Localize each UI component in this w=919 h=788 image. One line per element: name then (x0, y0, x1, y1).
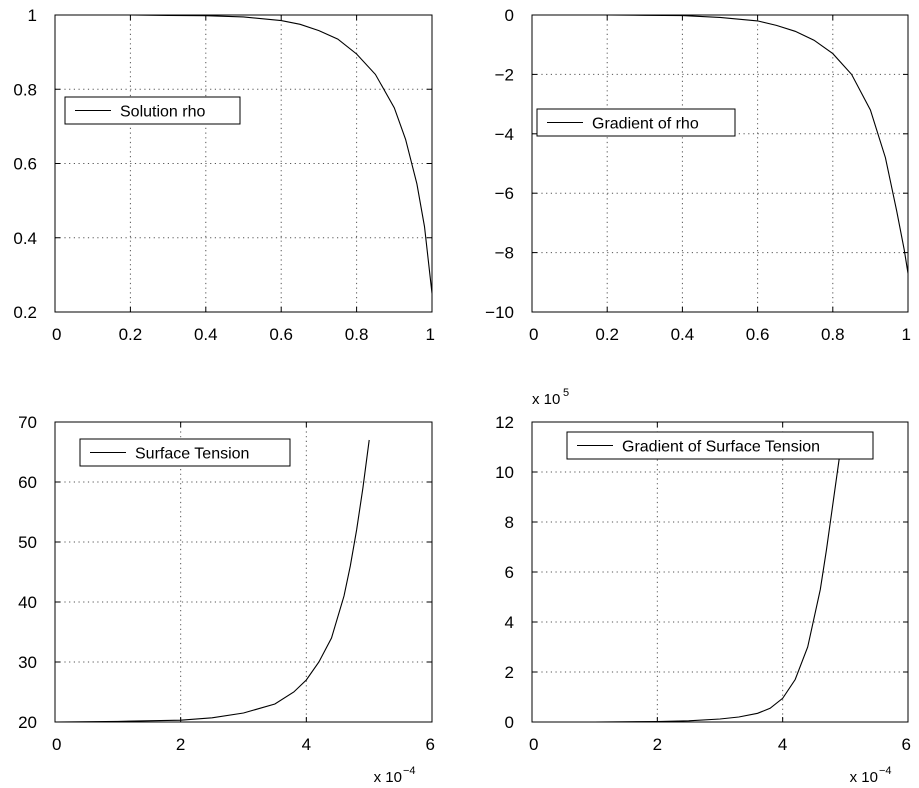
axes-frame (54, 421, 433, 723)
series-line (55, 14, 433, 294)
x-tick-label: 2 (653, 735, 662, 754)
y-tick-label: 70 (18, 413, 37, 432)
axes-frame (531, 14, 909, 313)
y-tick-label: 1 (28, 6, 37, 25)
x-axis-multiplier: x 10 (374, 769, 402, 786)
x-tick-label: 0.6 (269, 325, 293, 344)
y-tick-label: 0.8 (13, 80, 37, 99)
y-tick-label: 12 (495, 413, 514, 432)
x-axis-multiplier-exponent: −4 (403, 765, 416, 777)
legend-label: Surface Tension (135, 446, 249, 463)
y-tick-label: 8 (505, 513, 514, 532)
x-tick-label: 2 (176, 735, 185, 754)
y-tick-label: 10 (495, 463, 514, 482)
y-axis-multiplier-exponent: 5 (563, 387, 569, 399)
y-tick-label: −6 (495, 184, 514, 203)
x-tick-label: 6 (902, 735, 911, 754)
x-tick-label: 6 (426, 735, 435, 754)
legend-label: Solution rho (120, 104, 205, 121)
series-line (532, 14, 909, 274)
series-line (54, 439, 370, 723)
y-tick-label: −2 (495, 65, 514, 84)
y-tick-label: 60 (18, 473, 37, 492)
chart-panel-1: 0 0.2 0.4 0.6 0.8 1 0.2 0.4 0.6 0.8 1 Solution rho (13, 6, 435, 344)
y-tick-label: −4 (495, 125, 514, 144)
x-tick-label: 0 (529, 735, 538, 754)
y-tick-label: 30 (18, 653, 37, 672)
y-tick-label: 0 (505, 713, 514, 732)
y-tick-label: 0.6 (13, 155, 37, 174)
series-line (532, 434, 843, 723)
x-tick-label: 0.8 (821, 325, 845, 344)
y-tick-label: 4 (505, 613, 514, 632)
y-axis-multiplier: x 10 (532, 391, 560, 408)
legend-label: Gradient of rho (592, 116, 699, 133)
y-tick-label: 6 (505, 563, 514, 582)
x-tick-label: 0.4 (671, 325, 695, 344)
x-tick-label: 0 (529, 325, 538, 344)
y-tick-label: 50 (18, 533, 37, 552)
legend-label: Gradient of Surface Tension (622, 439, 820, 456)
x-tick-label: 0.8 (345, 325, 369, 344)
legend: Gradient of rho (536, 108, 736, 137)
y-tick-label: 2 (505, 663, 514, 682)
y-tick-label: −8 (495, 244, 514, 263)
x-tick-label: 0.2 (595, 325, 619, 344)
y-tick-label: 0 (505, 6, 514, 25)
legend: Gradient of Surface Tension (566, 431, 874, 460)
y-tick-label: 0.2 (13, 303, 37, 322)
legend: Solution rho (64, 96, 241, 125)
y-tick-label: −10 (485, 303, 514, 322)
x-tick-label: 0.4 (194, 325, 218, 344)
y-tick-label: 40 (18, 593, 37, 612)
x-tick-label: 1 (426, 325, 435, 344)
x-axis-multiplier-exponent: −4 (879, 765, 892, 777)
legend-box (566, 431, 874, 460)
chart-panel-3: 0 2 4 6 20 30 40 50 60 70 x 10 −4 Surface Tension (18, 413, 435, 786)
y-tick-label: 20 (18, 713, 37, 732)
y-tick-label: 0.4 (13, 229, 37, 248)
x-tick-label: 0.6 (746, 325, 770, 344)
chart-panel-2: 0 0.2 0.4 0.6 0.8 1 −10 −8 −6 −4 −2 0 Gradient of rh… (485, 6, 911, 344)
x-tick-label: 4 (778, 735, 787, 754)
x-tick-label: 0 (52, 325, 61, 344)
x-tick-label: 1 (902, 325, 911, 344)
x-tick-label: 4 (302, 735, 311, 754)
x-tick-label: 0 (52, 735, 61, 754)
legend: Surface Tension (79, 438, 291, 467)
x-tick-label: 0.2 (119, 325, 143, 344)
x-axis-multiplier: x 10 (850, 769, 878, 786)
